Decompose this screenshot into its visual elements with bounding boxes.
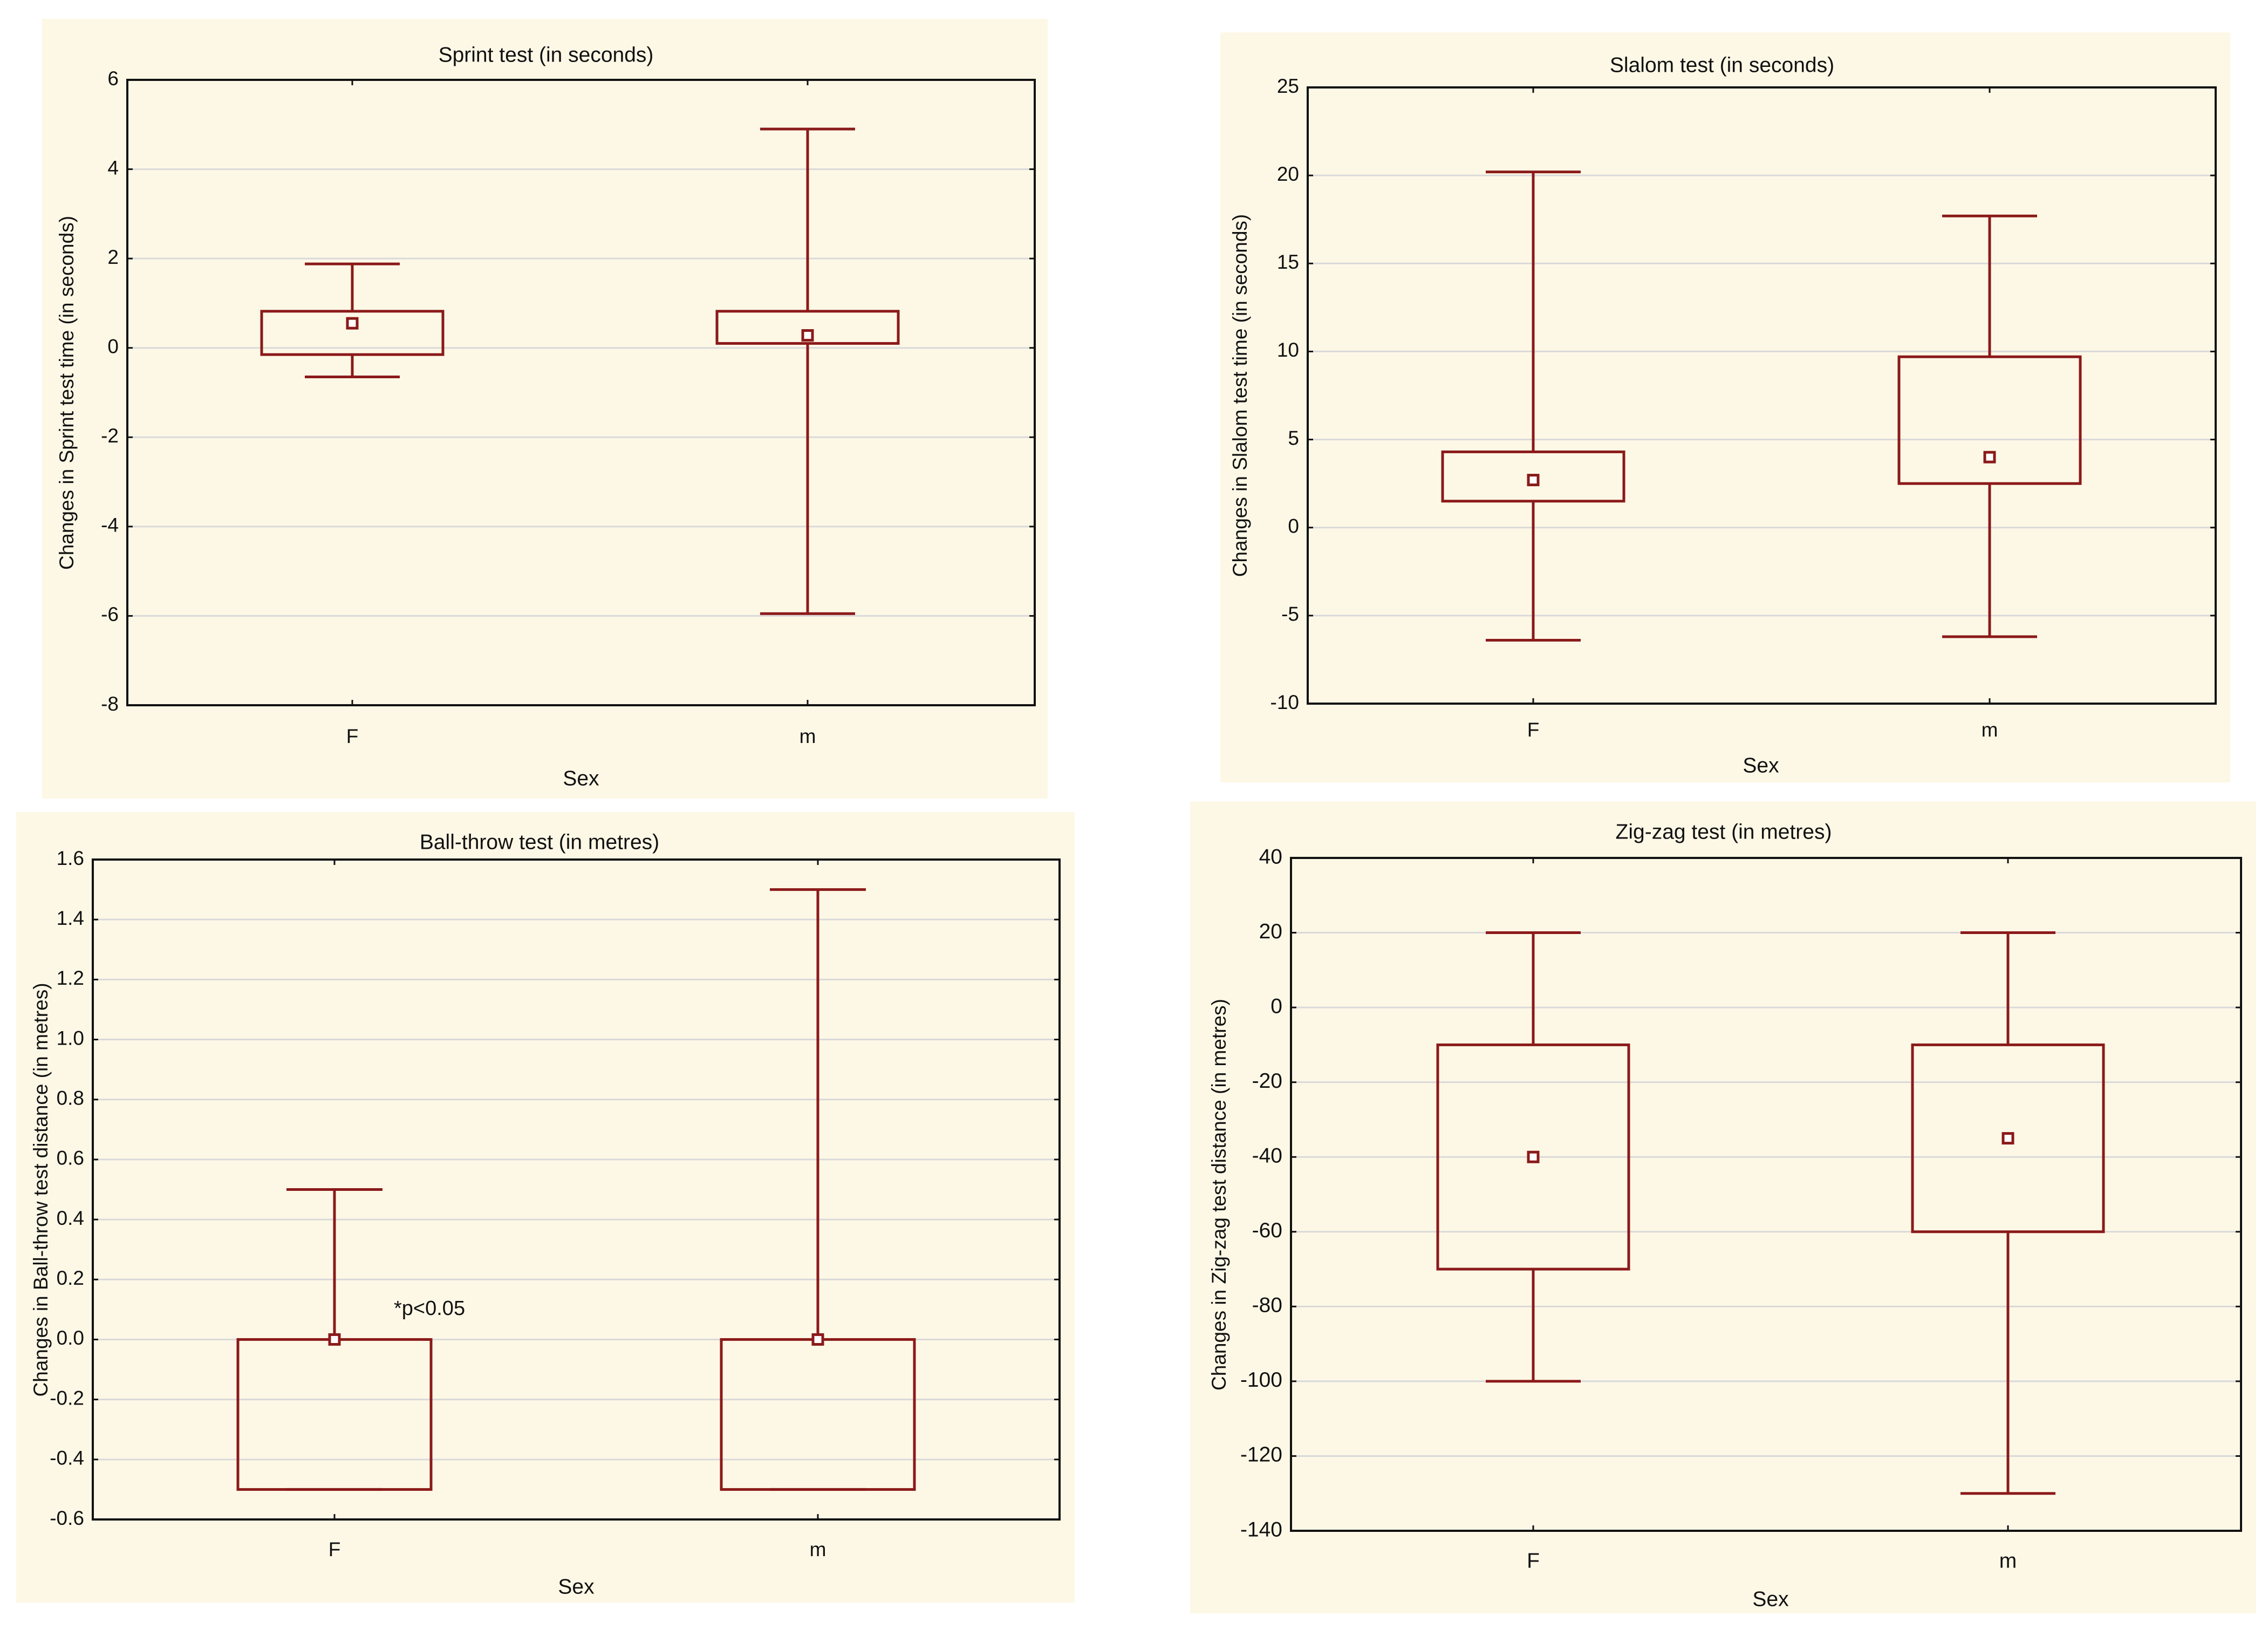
y-tick-label: -0.4 [50,1447,84,1469]
box-F [236,1338,433,1491]
plot-frame [92,858,1061,1521]
chart-title: Ball-throw test (in metres) [420,830,659,854]
y-axis-label: Changes in Slalom test time (in seconds) [1229,214,1251,577]
box-m [1897,355,2082,485]
plot-frame [1290,857,2242,1532]
x-axis-label: Sex [558,1575,595,1598]
y-axis-label: Changes in Ball-throw test distance (in … [30,983,52,1396]
y-tick-label: -2 [101,425,119,447]
y-tick-label: 1.6 [57,847,84,869]
y-tick-label: -100 [1240,1368,1282,1392]
x-tick-label: F [1527,719,1540,741]
plot-frame [126,79,1036,706]
y-tick-label: 0 [1270,994,1282,1018]
y-tick-label: -20 [1252,1069,1282,1093]
median-marker [811,1333,824,1346]
y-tick-label: -60 [1252,1219,1282,1242]
y-tick-label: 0.2 [57,1267,84,1289]
y-axis-label: Changes in Sprint test time (in seconds) [56,216,78,570]
y-tick-label: 5 [1288,427,1299,449]
y-tick-label: 6 [107,67,119,90]
x-axis-label: Sex [1752,1587,1789,1611]
y-tick-label: -140 [1240,1518,1282,1541]
x-tick-label: m [810,1538,826,1560]
y-tick-label: 20 [1277,163,1299,185]
median-marker [1983,451,1996,464]
x-tick-label: m [1999,1549,2017,1572]
y-tick-label: 15 [1277,251,1299,273]
panel-sprint [42,19,1048,799]
median-marker [346,317,359,330]
box-m [1911,1043,2105,1233]
y-tick-label: 0.0 [57,1327,84,1349]
y-tick-label: -10 [1270,691,1299,713]
y-tick-label: 0.4 [57,1207,84,1229]
box-F [260,310,445,356]
panel-zigzag [1190,801,2256,1613]
panel-ball-throw [16,812,1075,1603]
x-axis-label: Sex [1743,754,1779,777]
y-tick-label: 0.6 [57,1147,84,1169]
y-tick-label: -80 [1252,1294,1282,1317]
x-tick-label: m [800,725,816,747]
y-tick-label: 40 [1259,845,1282,868]
chart-title: Slalom test (in seconds) [1610,53,1834,77]
plot-frame [1307,86,2217,705]
x-tick-label: F [346,725,359,747]
panel-slalom [1220,32,2230,782]
y-tick-label: 1.0 [57,1027,84,1049]
box-m [715,310,900,345]
x-axis-label: Sex [563,767,599,790]
y-tick-label: 1.4 [57,907,84,929]
median-marker [2001,1132,2014,1145]
y-axis-label: Changes in Zig-zag test distance (in met… [1208,999,1230,1391]
median-marker [1527,1150,1540,1163]
y-tick-label: -4 [101,514,119,536]
chart-title: Sprint test (in seconds) [439,43,654,66]
y-tick-label: 2 [107,246,119,268]
y-tick-label: -40 [1252,1144,1282,1168]
y-tick-label: -6 [101,603,119,625]
annotation: *p<0.05 [394,1297,465,1320]
box-F [1441,450,1625,503]
box-F [1436,1043,1630,1271]
y-tick-label: 1.2 [57,967,84,989]
box-m [720,1338,916,1491]
y-tick-label: 4 [107,156,119,179]
x-tick-label: F [329,1538,341,1560]
median-marker [328,1333,341,1346]
y-tick-label: -0.6 [50,1507,84,1529]
y-tick-label: 0.8 [57,1087,84,1109]
x-tick-label: F [1527,1549,1540,1572]
y-tick-label: 0 [1288,515,1299,537]
y-tick-label: 20 [1259,920,1282,943]
y-tick-label: -8 [101,693,119,715]
y-tick-label: 0 [107,335,119,357]
y-tick-label: -120 [1240,1443,1282,1467]
y-tick-label: 10 [1277,339,1299,361]
chart-title: Zig-zag test (in metres) [1616,820,1832,843]
median-marker [801,329,814,342]
x-tick-label: m [1982,719,1998,741]
y-tick-label: -5 [1281,603,1299,625]
y-tick-label: -0.2 [50,1387,84,1409]
median-marker [1527,474,1540,487]
y-tick-label: 25 [1277,75,1299,97]
